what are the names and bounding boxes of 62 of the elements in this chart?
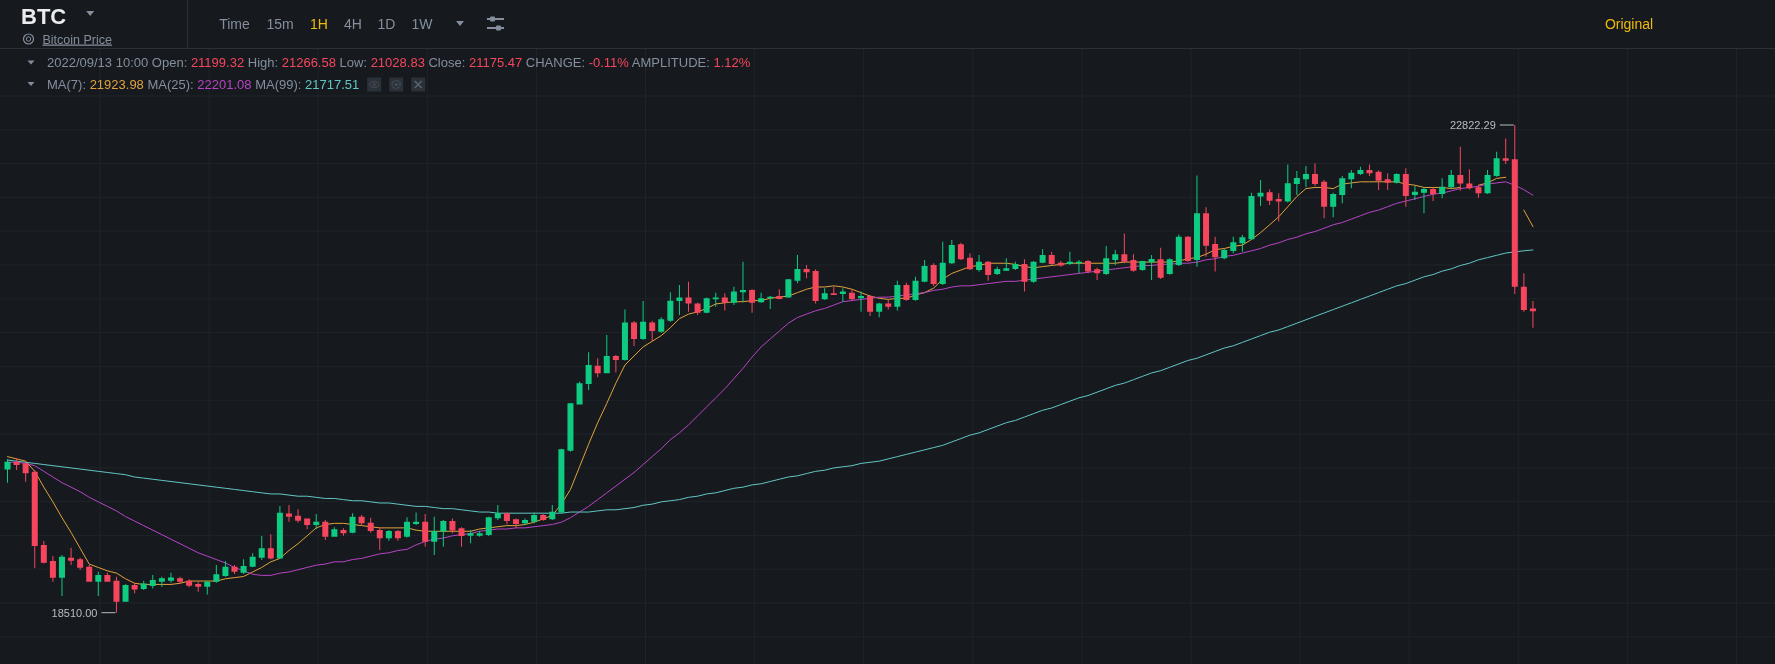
annotation: 22822.29 [1449, 119, 1496, 131]
text: 1W [411, 15, 434, 32]
candlestick [68, 547, 75, 565]
candlestick [1284, 164, 1291, 203]
candlestick [1384, 173, 1391, 190]
candlestick [1266, 189, 1273, 205]
candlestick [95, 571, 102, 596]
candlestick [158, 576, 165, 587]
candlestick [431, 516, 438, 556]
candlestick [467, 530, 474, 544]
candlestick [104, 572, 111, 582]
text: 4H [344, 15, 362, 32]
candlestick [612, 354, 619, 373]
candlestick [685, 281, 692, 312]
candlestick [177, 576, 184, 584]
candlestick [1039, 249, 1046, 264]
candlestick [749, 289, 756, 313]
text: 1D [377, 15, 396, 32]
text: Original [1604, 15, 1654, 32]
text: 2022/09/13 10:00 Open: 21199.32 High: 21266.58 Low: 21028.83 Close: 21175.47 CHANGE: -0.11% AMPLITUDE: 1.12% [47, 55, 751, 70]
candlestick [476, 530, 483, 537]
candlestick [794, 254, 801, 284]
candlestick [440, 519, 447, 547]
candlestick [1420, 187, 1427, 214]
candlestick [331, 527, 338, 537]
candlestick [213, 564, 220, 583]
candlestick [285, 505, 292, 522]
candlestick [721, 293, 728, 311]
candlestick [694, 302, 701, 316]
candlestick [739, 261, 746, 303]
candlestick [240, 559, 247, 575]
candlestick [658, 317, 665, 333]
annotation: 18510.00 [51, 606, 98, 619]
text: 15m [266, 15, 294, 32]
candlestick [304, 518, 311, 530]
candlestick [1112, 250, 1119, 266]
candlestick [1121, 233, 1128, 264]
candlestick [876, 302, 883, 318]
candlestick [712, 292, 719, 307]
candlestick [258, 536, 265, 560]
text: MA(7): 21923.98 MA(25): 22201.08 MA(99): 21717.51 [47, 76, 360, 92]
candlestick [1257, 180, 1264, 207]
candlestick [140, 580, 147, 591]
chart-title: BTC [21, 3, 67, 29]
candlestick [649, 320, 656, 342]
candlestick [676, 284, 683, 316]
candlestick [1057, 260, 1064, 267]
candlestick [830, 286, 837, 296]
candlestick [77, 557, 84, 571]
candlestick [512, 518, 519, 529]
candlestick [195, 581, 202, 592]
candlestick [167, 572, 174, 583]
candlestick [458, 527, 465, 547]
candlestick [1003, 258, 1010, 272]
candlestick [1293, 170, 1300, 196]
text: Time [219, 15, 251, 32]
candlestick [1502, 138, 1509, 165]
text: 1H [310, 15, 328, 32]
candlestick [1275, 193, 1282, 222]
chart-subtitle: Bitcoin Price [42, 32, 113, 47]
candlestick [885, 299, 892, 310]
candlestick [1466, 169, 1473, 190]
